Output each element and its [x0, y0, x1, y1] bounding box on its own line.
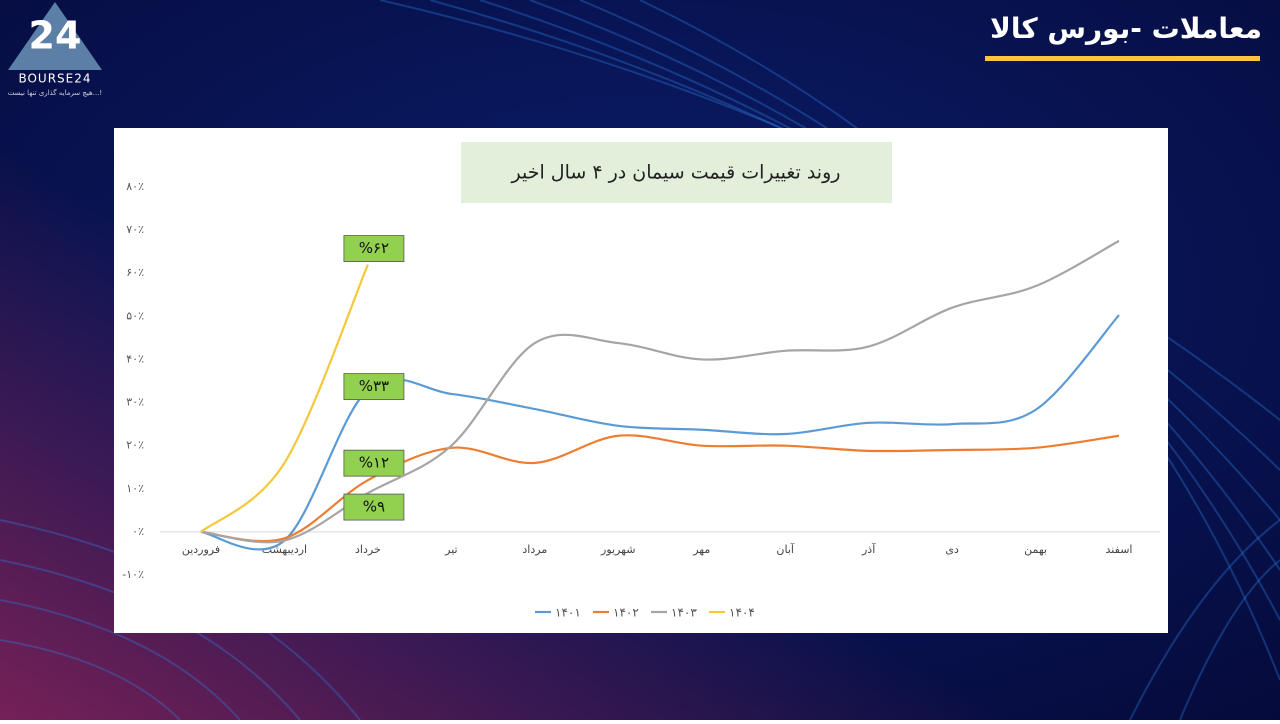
data-label: %۹ — [363, 498, 385, 516]
x-tick-label: شهریور — [600, 543, 635, 556]
series-line — [200, 264, 369, 533]
logo-tagline: هیچ سرمایه گذاری تنها نیست...! — [8, 88, 102, 97]
logo-mark: 24 — [29, 14, 82, 58]
data-label-box — [343, 493, 405, 521]
y-tick-label: ۸۰٪ — [126, 180, 144, 193]
x-tick-label: مرداد — [522, 543, 547, 556]
legend-label: ۱۴۰۳ — [671, 606, 697, 620]
y-tick-label: ۰٪ — [132, 525, 144, 538]
data-label: %۳۳ — [359, 377, 389, 395]
legend-label: ۱۴۰۱ — [555, 606, 581, 620]
data-label: %۱۲ — [359, 454, 389, 472]
data-label-box — [343, 373, 405, 401]
x-tick-label: آذر — [861, 542, 876, 556]
legend-label: ۱۴۰۴ — [729, 606, 755, 620]
legend-label: ۱۴۰۲ — [613, 606, 639, 620]
x-tick-label: مهر — [692, 543, 710, 556]
x-tick-label: تیر — [444, 543, 457, 556]
y-tick-label: ۳۰٪ — [126, 396, 144, 409]
y-tick-label: ۴۰٪ — [126, 352, 144, 365]
series-line — [200, 314, 1120, 551]
y-tick-label: ۲۰٪ — [126, 439, 144, 452]
title-box — [461, 142, 892, 203]
chart-title: روند تغییرات قیمت سیمان در ۴ سال اخیر — [511, 162, 841, 184]
series-line — [200, 434, 1120, 543]
logo-triangle — [8, 2, 102, 70]
x-tick-label: بهمن — [1024, 543, 1047, 556]
header-underline — [985, 56, 1260, 61]
chart-panel — [114, 128, 1168, 633]
x-tick-label: دی — [945, 543, 959, 556]
data-label-box — [343, 449, 405, 477]
y-tick-label: ۶۰٪ — [126, 266, 144, 279]
y-tick-label: ۷۰٪ — [126, 223, 144, 236]
data-label: %۶۲ — [359, 239, 389, 257]
x-tick-label: آبان — [776, 542, 794, 556]
x-tick-label: فروردین — [182, 543, 220, 556]
x-tick-label: اسفند — [1106, 543, 1133, 556]
y-tick-label: -۱۰٪ — [122, 568, 144, 581]
logo-name: BOURSE24 — [18, 72, 91, 86]
x-tick-label: خرداد — [355, 543, 381, 556]
header-title: معاملات -بورس کالا — [990, 12, 1262, 45]
data-label-box — [343, 235, 405, 263]
y-tick-label: ۵۰٪ — [126, 309, 144, 322]
y-tick-label: ۱۰٪ — [126, 482, 144, 495]
